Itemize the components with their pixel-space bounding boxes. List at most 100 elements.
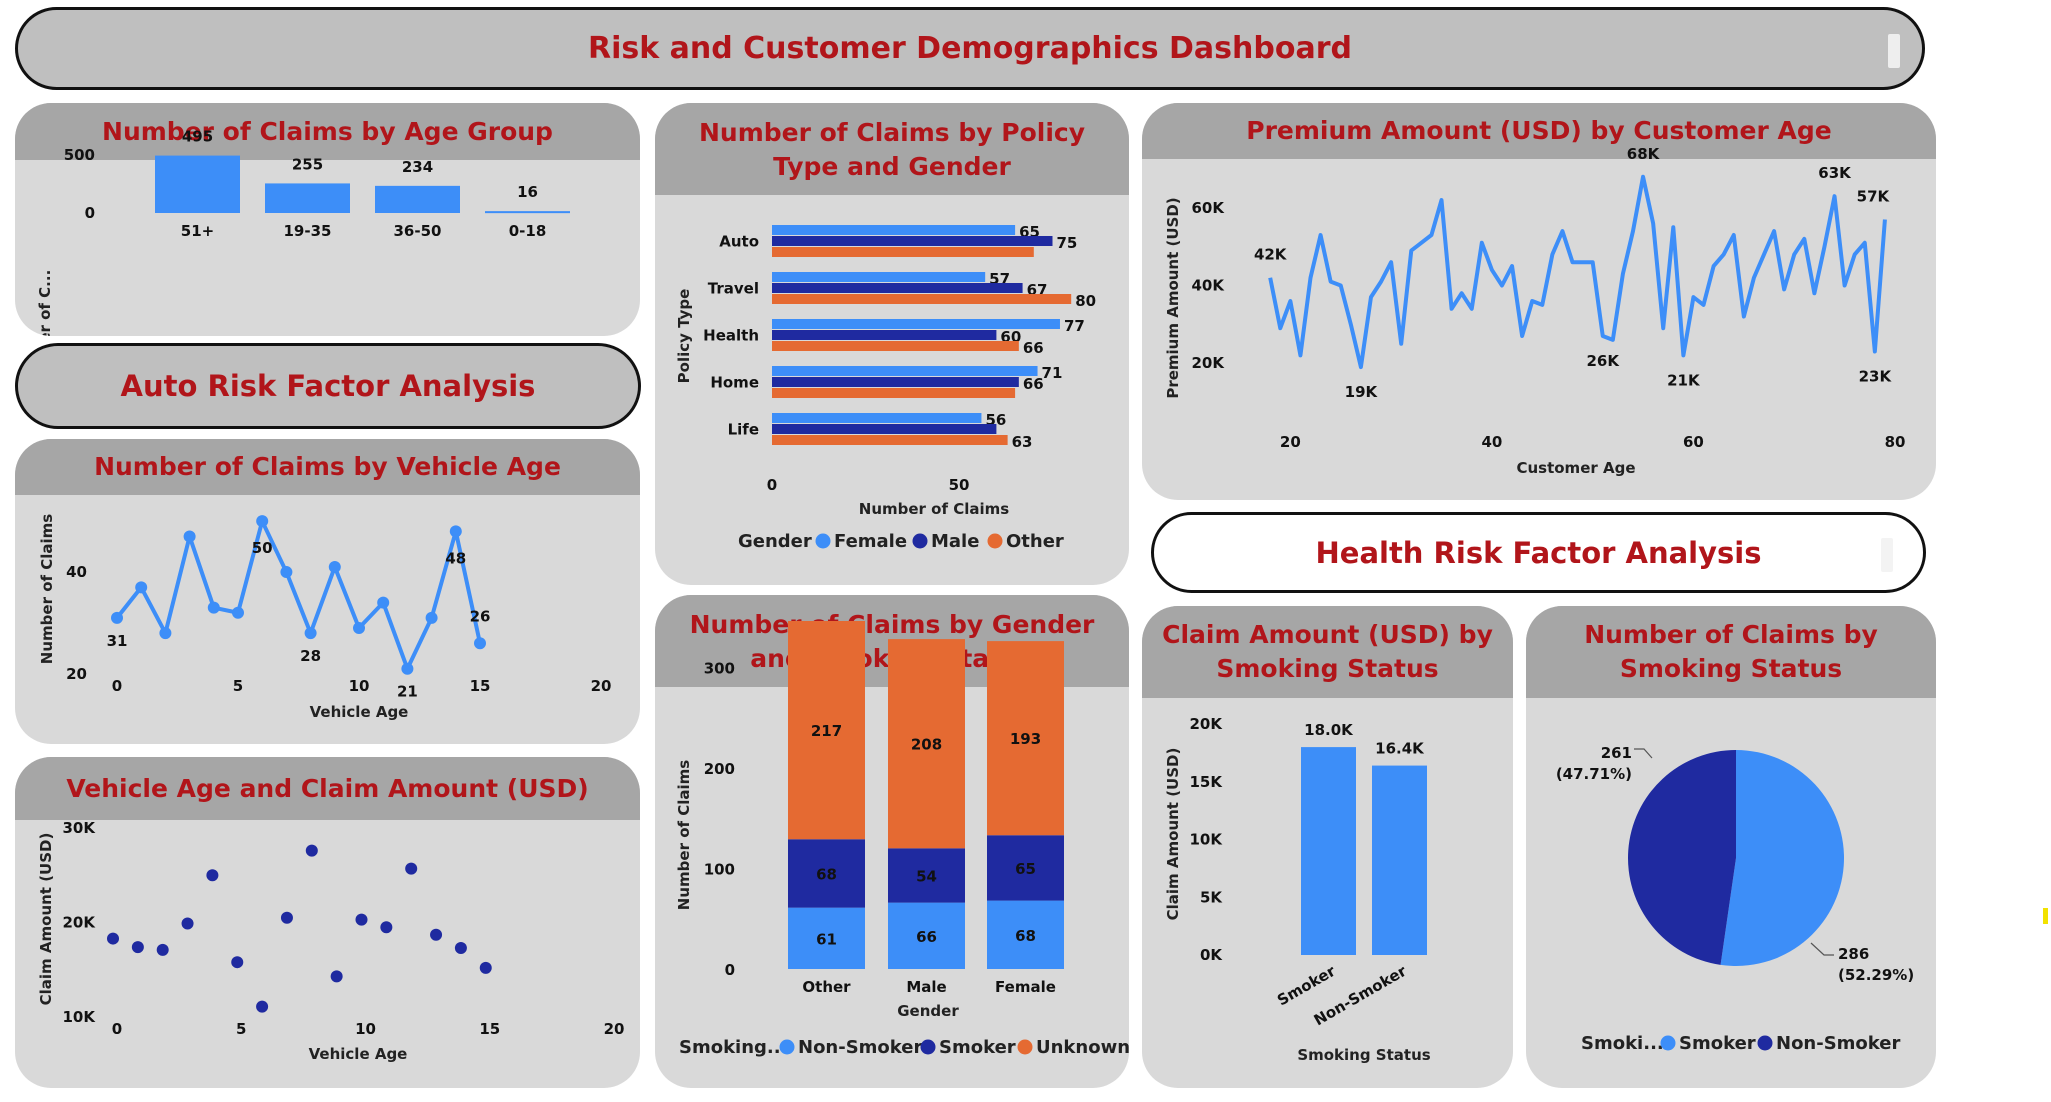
data-point (401, 662, 414, 675)
data-label: 193 (1010, 730, 1041, 748)
x-tick-label: 20 (604, 1020, 625, 1038)
scatter-point (330, 970, 343, 983)
stacked-bar-segment (987, 900, 1064, 969)
y-tick-label: 0K (1200, 946, 1223, 964)
stacked-bar-segment (888, 848, 965, 903)
y-tick-label: 40K (1192, 277, 1226, 295)
data-label: 50 (252, 539, 273, 557)
y-tick-label: 200 (704, 760, 735, 778)
data-label: 21K (1667, 371, 1701, 389)
scatter-point (355, 913, 368, 926)
data-label: 48 (445, 549, 466, 567)
x-tick-label: 10 (355, 1020, 376, 1038)
data-label: (52.29%) (1838, 966, 1914, 984)
x-axis-label: Vehicle Age (310, 703, 409, 721)
data-label: 261 (1601, 744, 1632, 762)
card-title: Number of Claims by Policy Type and Gend… (655, 103, 1129, 195)
pie-slice (1720, 750, 1844, 966)
series-line (115, 519, 482, 671)
stacked-bar-segment (788, 621, 865, 840)
data-label: 57K (1857, 187, 1891, 205)
bar (485, 211, 570, 214)
x-tick-label: 36-50 (394, 222, 442, 240)
data-label: 75 (1057, 234, 1078, 252)
auto-section-banner: Auto Risk Factor Analysis (15, 343, 641, 429)
data-label: 26 (470, 607, 491, 625)
x-tick-label: 50 (949, 476, 970, 494)
data-label: 77 (1064, 317, 1085, 335)
data-label: 63K (1818, 164, 1852, 182)
x-tick-label: 51+ (181, 222, 214, 240)
data-label: 23K (1859, 368, 1893, 386)
y-axis-label: Claim Amount (USD) (37, 833, 55, 1006)
data-label: 16.4K (1375, 740, 1425, 758)
legend-label: Unknown (1036, 1037, 1129, 1058)
x-axis-label: Smoking Status (1297, 1046, 1430, 1064)
x-tick-label: 40 (1481, 433, 1502, 451)
y-tick-label: 20K (1190, 715, 1224, 733)
data-label: 208 (911, 736, 942, 754)
y-tick-label: Home (710, 374, 759, 392)
x-tick-label: 20 (1280, 433, 1301, 451)
card-claim-amount-by-smoking: Claim Amount (USD) by Smoking Status Smo… (1142, 606, 1513, 1088)
data-point (328, 560, 341, 573)
scatter-point (181, 917, 194, 930)
data-label: 234 (402, 158, 433, 176)
bar (265, 183, 350, 213)
card-title: Claim Amount (USD) by Smoking Status (1142, 606, 1513, 698)
data-label: 63 (1012, 433, 1033, 451)
x-tick-label: 5 (233, 677, 243, 695)
chart-gender-smoking: Gender Number of Claims 0 100 200 300 61 68 21… (675, 621, 1129, 1058)
y-tick-label: 40 (66, 563, 87, 581)
data-point (377, 596, 390, 609)
legend-swatch (1757, 1035, 1773, 1051)
bar (772, 366, 1038, 376)
legend-label: Non-Smoker (1776, 1033, 1900, 1054)
data-label: 31 (107, 632, 128, 650)
y-tick-label: 5K (1200, 888, 1223, 906)
bar (772, 341, 1019, 351)
x-tick-label: 80 (1885, 433, 1906, 451)
stacked-bar-segment (888, 902, 965, 969)
chart-vehicle-age-claims: Vehicle Age Number of Claims 0 5 10 15 20 20 4… (38, 514, 611, 721)
y-tick-label: Travel (708, 280, 759, 298)
scroll-handle[interactable] (1888, 34, 1900, 68)
bar (772, 330, 997, 340)
card-claims-by-policy-gender: Number of Claims by Policy Type and Gend… (655, 103, 1129, 585)
scroll-handle[interactable] (1881, 538, 1893, 572)
scatter-point (479, 961, 492, 974)
chart-claim-amount-smoking: Smoking Status Claim Amount (USD) 0K 5K 10… (1164, 715, 1431, 1064)
legend-label: Female (834, 531, 907, 552)
data-point (232, 606, 244, 619)
stacked-bar-segment (788, 839, 865, 908)
bar (772, 283, 1023, 293)
dashboard-title: Risk and Customer Demographics Dashboard (588, 31, 1352, 66)
x-tick-label: 19-35 (284, 222, 332, 240)
data-label: 286 (1838, 945, 1869, 963)
x-tick-label: 5 (236, 1020, 246, 1038)
bar (772, 424, 997, 434)
legend-label: Non-Smoker (798, 1037, 922, 1058)
scatter-point (405, 862, 418, 875)
data-label: 66 (916, 928, 937, 946)
scatter-point (305, 844, 318, 857)
y-tick-label: Life (728, 421, 759, 439)
y-axis-label: Number of Claims (675, 760, 693, 910)
x-tick-label: 60 (1683, 433, 1704, 451)
legend-swatch (1017, 1039, 1033, 1055)
data-point (474, 637, 486, 650)
bar (375, 185, 460, 213)
x-tick-label: 10 (349, 677, 370, 695)
data-point (425, 611, 438, 624)
data-label: 19K (1345, 383, 1379, 401)
x-tick-label: Female (995, 978, 1056, 996)
card-premium-by-customer-age: Premium Amount (USD) by Customer Age Cus… (1142, 103, 1936, 500)
data-label: 54 (916, 867, 937, 885)
data-label: 68 (1015, 927, 1036, 945)
data-label: 255 (292, 155, 323, 173)
y-tick-label: 10K (63, 1008, 97, 1026)
scatter-point (206, 869, 219, 882)
legend-swatch (912, 533, 928, 549)
bar (772, 247, 1034, 257)
stacked-bar-segment (888, 639, 965, 849)
